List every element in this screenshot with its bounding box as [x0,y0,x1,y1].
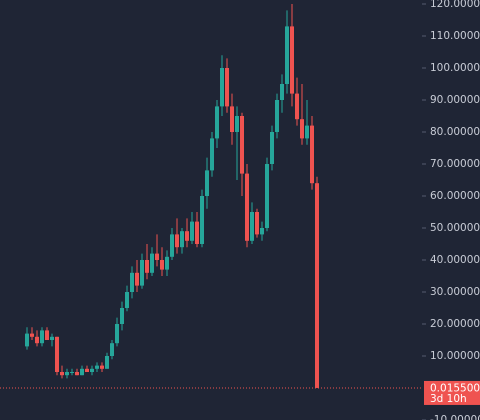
y-tick-label: 80.000000 [430,126,480,138]
candle-body [205,170,209,196]
candle-body [70,372,74,373]
candle-body [150,253,154,273]
candle-body [135,272,139,286]
candle-body [55,336,59,372]
y-tick-label: 40.000000 [430,254,480,266]
y-tick-label: 70.000000 [430,158,480,170]
candle-body [100,365,104,369]
candle-body [45,330,49,340]
candle-body [175,234,179,248]
last-price-box [424,380,480,405]
candle-body [140,260,144,286]
candle-body [155,253,159,260]
y-tick-label: 30.000000 [430,286,480,298]
candle-body [210,138,214,171]
candle-body [215,106,219,139]
candle-body [115,324,119,344]
candle-body [310,125,314,184]
candle-body [130,272,134,292]
candle-body [185,231,189,241]
candle-body [25,333,29,347]
candle-body [255,212,259,235]
candle-body [315,183,319,388]
candle-body [270,132,274,164]
candle-body [165,256,169,270]
candle-body [235,116,239,132]
candle-body [240,116,244,174]
candle-body [275,100,279,132]
candle-body [260,228,264,235]
candle-body [125,292,129,308]
candle-body [245,173,249,241]
last-price-label: 0.0155000 [430,382,480,394]
candle-body [65,372,69,376]
candle-body [285,26,289,84]
candle-body [195,221,199,244]
candle-body [105,356,109,369]
candle-body [85,368,89,372]
candle-body [300,119,304,139]
candle-body [295,93,299,120]
candle-body [280,84,284,100]
candle-body [50,336,54,340]
candle-body [250,212,254,241]
candle-body [220,68,224,107]
countdown-label: 3d 10h [430,393,467,405]
candle-body [265,164,269,228]
candle-body [35,336,39,344]
y-tick-label: 60.000000 [430,190,480,202]
candle-body [160,260,164,270]
candle-body [90,368,94,372]
candle-body [40,330,44,344]
candle-body [190,221,194,241]
candle-body [230,106,234,132]
candle-body [305,125,309,139]
y-tick-label: -10.000000 [430,414,480,420]
candle-body [120,308,124,324]
y-tick-label: 20.000000 [430,318,480,330]
candle-body [200,196,204,244]
y-tick-label: 110.000000 [430,30,480,42]
y-tick-label: 10.000000 [430,350,480,362]
y-tick-label: 90.000000 [430,94,480,106]
candle-body [95,365,99,369]
y-tick-label: 50.000000 [430,222,480,234]
candle-body [290,26,294,94]
candle-body [80,368,84,376]
candle-body [145,260,149,273]
candle-body [170,234,174,257]
y-tick-label: 100.000000 [430,62,480,74]
candle-body [60,372,64,376]
candle-body [225,68,229,107]
candle-body [110,343,114,356]
candle-body [180,231,184,248]
candle-body [75,372,79,376]
candle-body [30,333,34,337]
y-tick-label: 120.000000 [430,0,480,10]
